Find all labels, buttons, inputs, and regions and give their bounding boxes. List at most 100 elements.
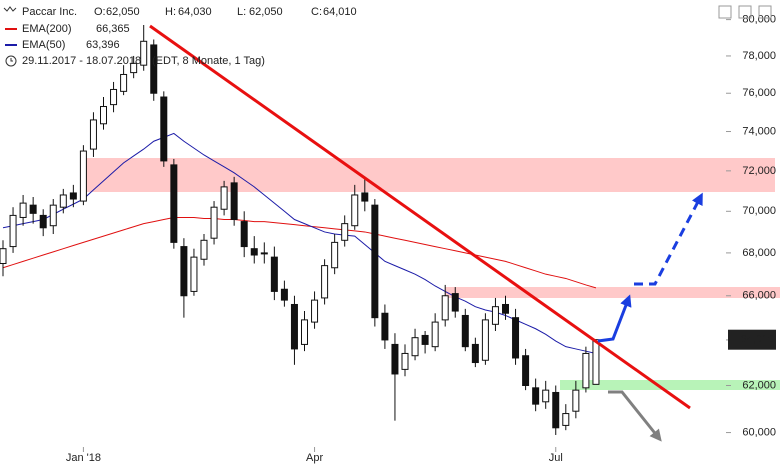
last-price-box — [728, 329, 776, 350]
ohlc-key: H: — [165, 6, 176, 18]
scenario-arrow — [608, 390, 662, 442]
candle-body — [150, 44, 158, 94]
candle-body — [582, 352, 590, 389]
candle-body — [421, 334, 429, 345]
candle-body — [321, 265, 329, 299]
candle-body — [331, 241, 339, 269]
plot-area: 60,00062,00064,00066,00068,00070,00072,0… — [0, 14, 776, 464]
candle-body — [180, 246, 188, 297]
resistance-zone — [82, 158, 775, 192]
candle-body — [512, 317, 520, 359]
close-button[interactable] — [758, 5, 772, 19]
annotation-drawings — [149, 24, 703, 442]
candle-body — [451, 293, 459, 312]
symbol-icon — [3, 6, 17, 12]
last-price-label: 64,010 — [740, 334, 774, 346]
legend-label: EMA(200) — [22, 23, 72, 35]
candle-body — [301, 319, 308, 345]
candle-body — [371, 204, 379, 319]
candle-body — [89, 119, 97, 150]
candle-body — [481, 319, 489, 361]
legend-value: 63,396 — [86, 39, 120, 51]
candle-body — [471, 343, 479, 364]
x-tick-label: Apr — [306, 452, 323, 464]
ohlc-value: 62,050 — [106, 6, 140, 18]
y-tick-label: 74,000 — [742, 125, 776, 137]
candle-body — [200, 239, 208, 260]
support-zone — [560, 380, 780, 390]
candle-body — [19, 202, 27, 218]
y-tick-label: 76,000 — [742, 87, 776, 99]
y-tick-label: 66,000 — [742, 290, 776, 302]
y-tick-label: 60,000 — [742, 426, 776, 438]
candle-body — [190, 256, 198, 292]
candle-body — [491, 306, 499, 325]
expand-button[interactable] — [718, 5, 732, 19]
candle-body — [210, 206, 218, 239]
y-tick-label: 68,000 — [742, 247, 776, 259]
candle-body — [260, 252, 268, 255]
candle-body — [170, 164, 178, 243]
x-tick-label: Jul — [549, 452, 563, 464]
candle-body — [39, 214, 47, 229]
candle-body — [120, 73, 128, 92]
candle-body — [100, 106, 107, 125]
candle-body — [0, 248, 7, 264]
candle-body — [29, 204, 37, 214]
candle-body — [130, 62, 138, 74]
candle-body — [391, 343, 399, 375]
scenario-arrow — [634, 192, 703, 286]
legend: Paccar Inc. 29.11.2017 - 18.07.2018 (EDT… — [3, 5, 772, 67]
trend-line — [149, 24, 691, 410]
candle-body — [461, 314, 469, 348]
candle-body — [280, 288, 288, 301]
candle-body — [9, 214, 17, 248]
candle-body — [361, 192, 369, 202]
legend-label: EMA(50) — [22, 39, 65, 51]
y-tick-label: 78,000 — [742, 50, 776, 62]
candle-body — [592, 339, 600, 385]
settings-button[interactable] — [738, 5, 752, 19]
candle-body — [552, 391, 560, 429]
candle-body — [411, 337, 419, 357]
scenario-arrow — [597, 294, 632, 343]
y-tick-label: 72,000 — [742, 165, 776, 177]
candle-body — [532, 387, 540, 405]
ema-line — [2, 216, 597, 289]
clock-icon — [10, 58, 13, 62]
symbol-name: Paccar Inc. — [22, 6, 77, 18]
candle-body — [59, 194, 67, 208]
candle-body — [401, 352, 409, 370]
candle-body — [522, 355, 530, 387]
candle-body — [69, 192, 77, 200]
clock-icon — [5, 55, 17, 67]
candle-body — [441, 295, 449, 321]
candle-body — [250, 248, 258, 256]
ohlc-value: 64,010 — [323, 6, 357, 18]
candle-body — [341, 223, 349, 241]
candle-body — [562, 413, 570, 426]
ohlc-value: 62,050 — [249, 6, 283, 18]
legend-value: 66,365 — [96, 23, 130, 35]
candle-body — [110, 88, 118, 106]
ohlc-key: L: — [237, 6, 246, 18]
ohlc-key: C: — [311, 6, 322, 18]
x-tick-label: Jan '18 — [66, 452, 101, 464]
candle-body — [49, 204, 57, 227]
y-tick-label: 70,000 — [742, 205, 776, 217]
candle-body — [542, 389, 550, 403]
candle-body — [572, 389, 580, 412]
candle-body — [502, 303, 509, 314]
candle-body — [140, 40, 148, 66]
candle-body — [79, 150, 87, 202]
candle-body — [290, 303, 298, 350]
candle-body — [311, 299, 319, 323]
y-tick-label: 62,000 — [742, 379, 776, 391]
period: (EDT, 8 Monate, 1 Tag) — [152, 55, 265, 67]
annotation-zones — [82, 158, 780, 390]
candle-body — [381, 312, 389, 341]
date-range: 29.11.2017 - 18.07.2018 — [22, 55, 141, 67]
candle-body — [240, 221, 248, 248]
ohlc-key: O: — [94, 6, 106, 18]
